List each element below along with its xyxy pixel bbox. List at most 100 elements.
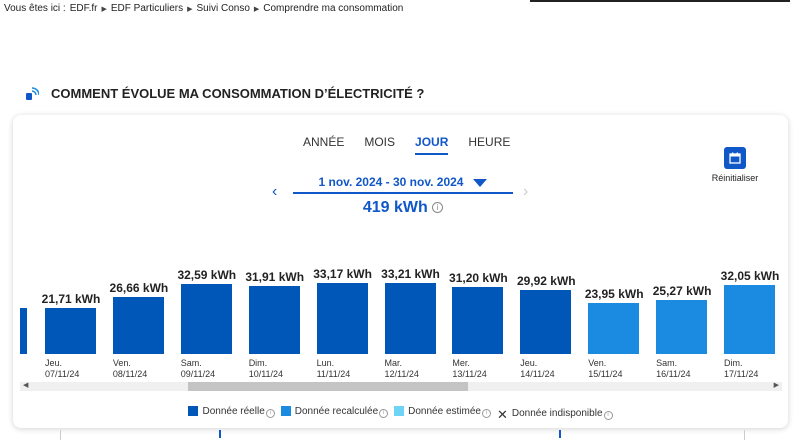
bar-16/11/24[interactable] xyxy=(656,299,708,354)
bar-value-label: 26,66 kWh xyxy=(109,280,169,295)
chart-legend: Donnée réelle i Donnée recalculée i Donnée… xyxy=(13,404,788,422)
date-label: 15/11/24 xyxy=(588,369,623,379)
date-label: 17/11/24 xyxy=(724,369,759,379)
x-axis-label: Jeu. 07/11/24 xyxy=(45,358,79,380)
bar-11/11/24[interactable] xyxy=(316,283,368,354)
date-label: 08/11/24 xyxy=(112,369,148,379)
scroll-left-icon[interactable]: ◀ xyxy=(23,382,29,389)
bar-value-label: 31,20 kWh xyxy=(449,271,508,286)
consumption-chart: 21,71 kWh Jeu. 07/11/24 26,66 kWh Ven. 08/11/… xyxy=(20,255,782,380)
info-icon[interactable]: i xyxy=(432,202,444,214)
day-label: Sam. xyxy=(656,358,678,368)
top-bar xyxy=(530,0,790,2)
x-axis-label: Lun. 11/11/24 xyxy=(317,358,351,380)
divider xyxy=(559,430,561,438)
bar-07/11/24[interactable] xyxy=(45,307,96,354)
bar-09/11/24[interactable] xyxy=(180,284,232,354)
bar-12/11/24[interactable] xyxy=(384,282,436,354)
x-axis-label: Ven. 08/11/24 xyxy=(113,358,147,380)
bar-17/11/24[interactable] xyxy=(724,285,775,354)
tab-heure[interactable]: HEURE xyxy=(468,135,511,149)
scroll-right-icon[interactable]: ▶ xyxy=(773,382,779,389)
info-icon[interactable]: i xyxy=(379,409,389,418)
day-label: Dim. xyxy=(248,358,268,368)
date-label: 11/11/24 xyxy=(316,369,351,379)
below-panel xyxy=(60,430,745,440)
bar-value-label: 23,95 kWh xyxy=(584,286,644,301)
period-label: 1 nov. 2024 - 30 nov. 2024 xyxy=(318,175,464,189)
consumption-card: ANNÉE MOIS JOUR HEURE Réinitialiser ‹ 1 … xyxy=(13,115,788,428)
divider xyxy=(219,430,221,438)
day-label: Sam. xyxy=(180,358,202,368)
legend-swatch xyxy=(280,406,291,417)
breadcrumb: Vous êtes ici : EDF.fr ▶ EDF Particuliers… xyxy=(4,3,403,14)
granularity-tabs: ANNÉE MOIS JOUR HEURE xyxy=(303,135,510,155)
legend-recalculee: Donnée recalculée i xyxy=(280,406,389,418)
legend-swatch xyxy=(188,406,199,417)
reset-label: Réinitialiser xyxy=(711,173,759,183)
day-label: Mer. xyxy=(452,358,470,368)
bar-value-label: 32,59 kWh xyxy=(177,268,237,283)
total-value: 419 kWh xyxy=(362,199,428,216)
period-selector[interactable]: 1 nov. 2024 - 30 nov. 2024 xyxy=(293,175,513,194)
smart-meter-icon xyxy=(26,86,39,100)
bar-value-label: 29,92 kWh xyxy=(516,273,576,288)
day-label: Lun. xyxy=(316,358,335,368)
bar-value-label: 33,17 kWh xyxy=(313,267,372,282)
date-label: 12/11/24 xyxy=(384,369,419,379)
info-icon[interactable]: i xyxy=(603,411,613,420)
legend-estimee: Donnée estimée i xyxy=(394,406,491,418)
day-label: Jeu. xyxy=(45,358,63,368)
bar-value-label: 31,91 kWh xyxy=(245,269,305,284)
bar-13/11/24[interactable] xyxy=(452,287,504,354)
chevron-right-icon: ▶ xyxy=(253,5,260,13)
bar-08/11/24[interactable] xyxy=(112,296,164,354)
calendar-icon xyxy=(724,147,746,169)
bar-partial[interactable] xyxy=(20,308,27,354)
date-label: 14/11/24 xyxy=(520,369,555,379)
next-period-button[interactable]: › xyxy=(523,183,529,200)
bar-value-label: 21,71 kWh xyxy=(41,291,101,306)
chevron-right-icon: ▶ xyxy=(101,5,107,13)
info-icon[interactable]: i xyxy=(481,409,491,418)
tab-annee[interactable]: ANNÉE xyxy=(303,135,345,149)
tab-mois[interactable]: MOIS xyxy=(364,135,396,149)
page-title: COMMENT ÉVOLUE MA CONSOMMATION D’ÉLECTRI… xyxy=(51,86,425,101)
date-label: 13/11/24 xyxy=(452,369,487,379)
legend-label: Donnée indisponible xyxy=(511,408,603,419)
breadcrumb-current: Comprendre ma consommation xyxy=(263,3,404,14)
breadcrumb-particuliers[interactable]: EDF Particuliers xyxy=(110,3,184,14)
day-label: Jeu. xyxy=(520,358,538,368)
legend-swatch xyxy=(394,406,405,417)
scrollbar-thumb[interactable] xyxy=(188,382,468,391)
legend-indisponible: ✕ Donnée indisponible i xyxy=(497,404,613,422)
legend-label: Donnée estimée xyxy=(408,406,481,417)
reset-button[interactable]: Réinitialiser xyxy=(705,147,765,183)
date-label: 16/11/24 xyxy=(656,369,691,379)
x-axis-label: Mar. 12/11/24 xyxy=(385,358,419,380)
caret-down-icon xyxy=(473,178,488,187)
chart-scrollbar[interactable]: ◀ ▶ xyxy=(20,382,782,391)
tab-jour[interactable]: JOUR xyxy=(415,135,449,155)
legend-label: Donnée recalculée xyxy=(294,406,379,417)
previous-period-button[interactable]: ‹ xyxy=(272,183,278,200)
bar-10/11/24[interactable] xyxy=(248,285,300,354)
bar-14/11/24[interactable] xyxy=(520,289,572,354)
bar-value-label: 32,05 kWh xyxy=(720,269,780,284)
x-axis-label: Jeu. 14/11/24 xyxy=(520,358,554,380)
bar-value-label: 25,27 kWh xyxy=(652,283,712,298)
x-axis-label: Mer. 13/11/24 xyxy=(452,358,486,380)
date-label: 09/11/24 xyxy=(180,369,216,379)
breadcrumb-suivi-conso[interactable]: Suivi Conso xyxy=(196,3,250,14)
total-consumption: 419 kWh i xyxy=(293,199,513,217)
day-label: Ven. xyxy=(112,358,131,368)
info-icon[interactable]: i xyxy=(265,409,275,418)
day-label: Mar. xyxy=(384,358,403,368)
breadcrumb-edf[interactable]: EDF.fr xyxy=(69,3,98,14)
breadcrumb-prefix: Vous êtes ici : xyxy=(4,3,66,14)
date-label: 10/11/24 xyxy=(248,369,284,379)
section-header: COMMENT ÉVOLUE MA CONSOMMATION D’ÉLECTRI… xyxy=(25,86,424,101)
chevron-right-icon: ▶ xyxy=(187,5,193,13)
bar-15/11/24[interactable] xyxy=(588,302,640,354)
x-axis-label: Dim. 10/11/24 xyxy=(249,358,283,380)
